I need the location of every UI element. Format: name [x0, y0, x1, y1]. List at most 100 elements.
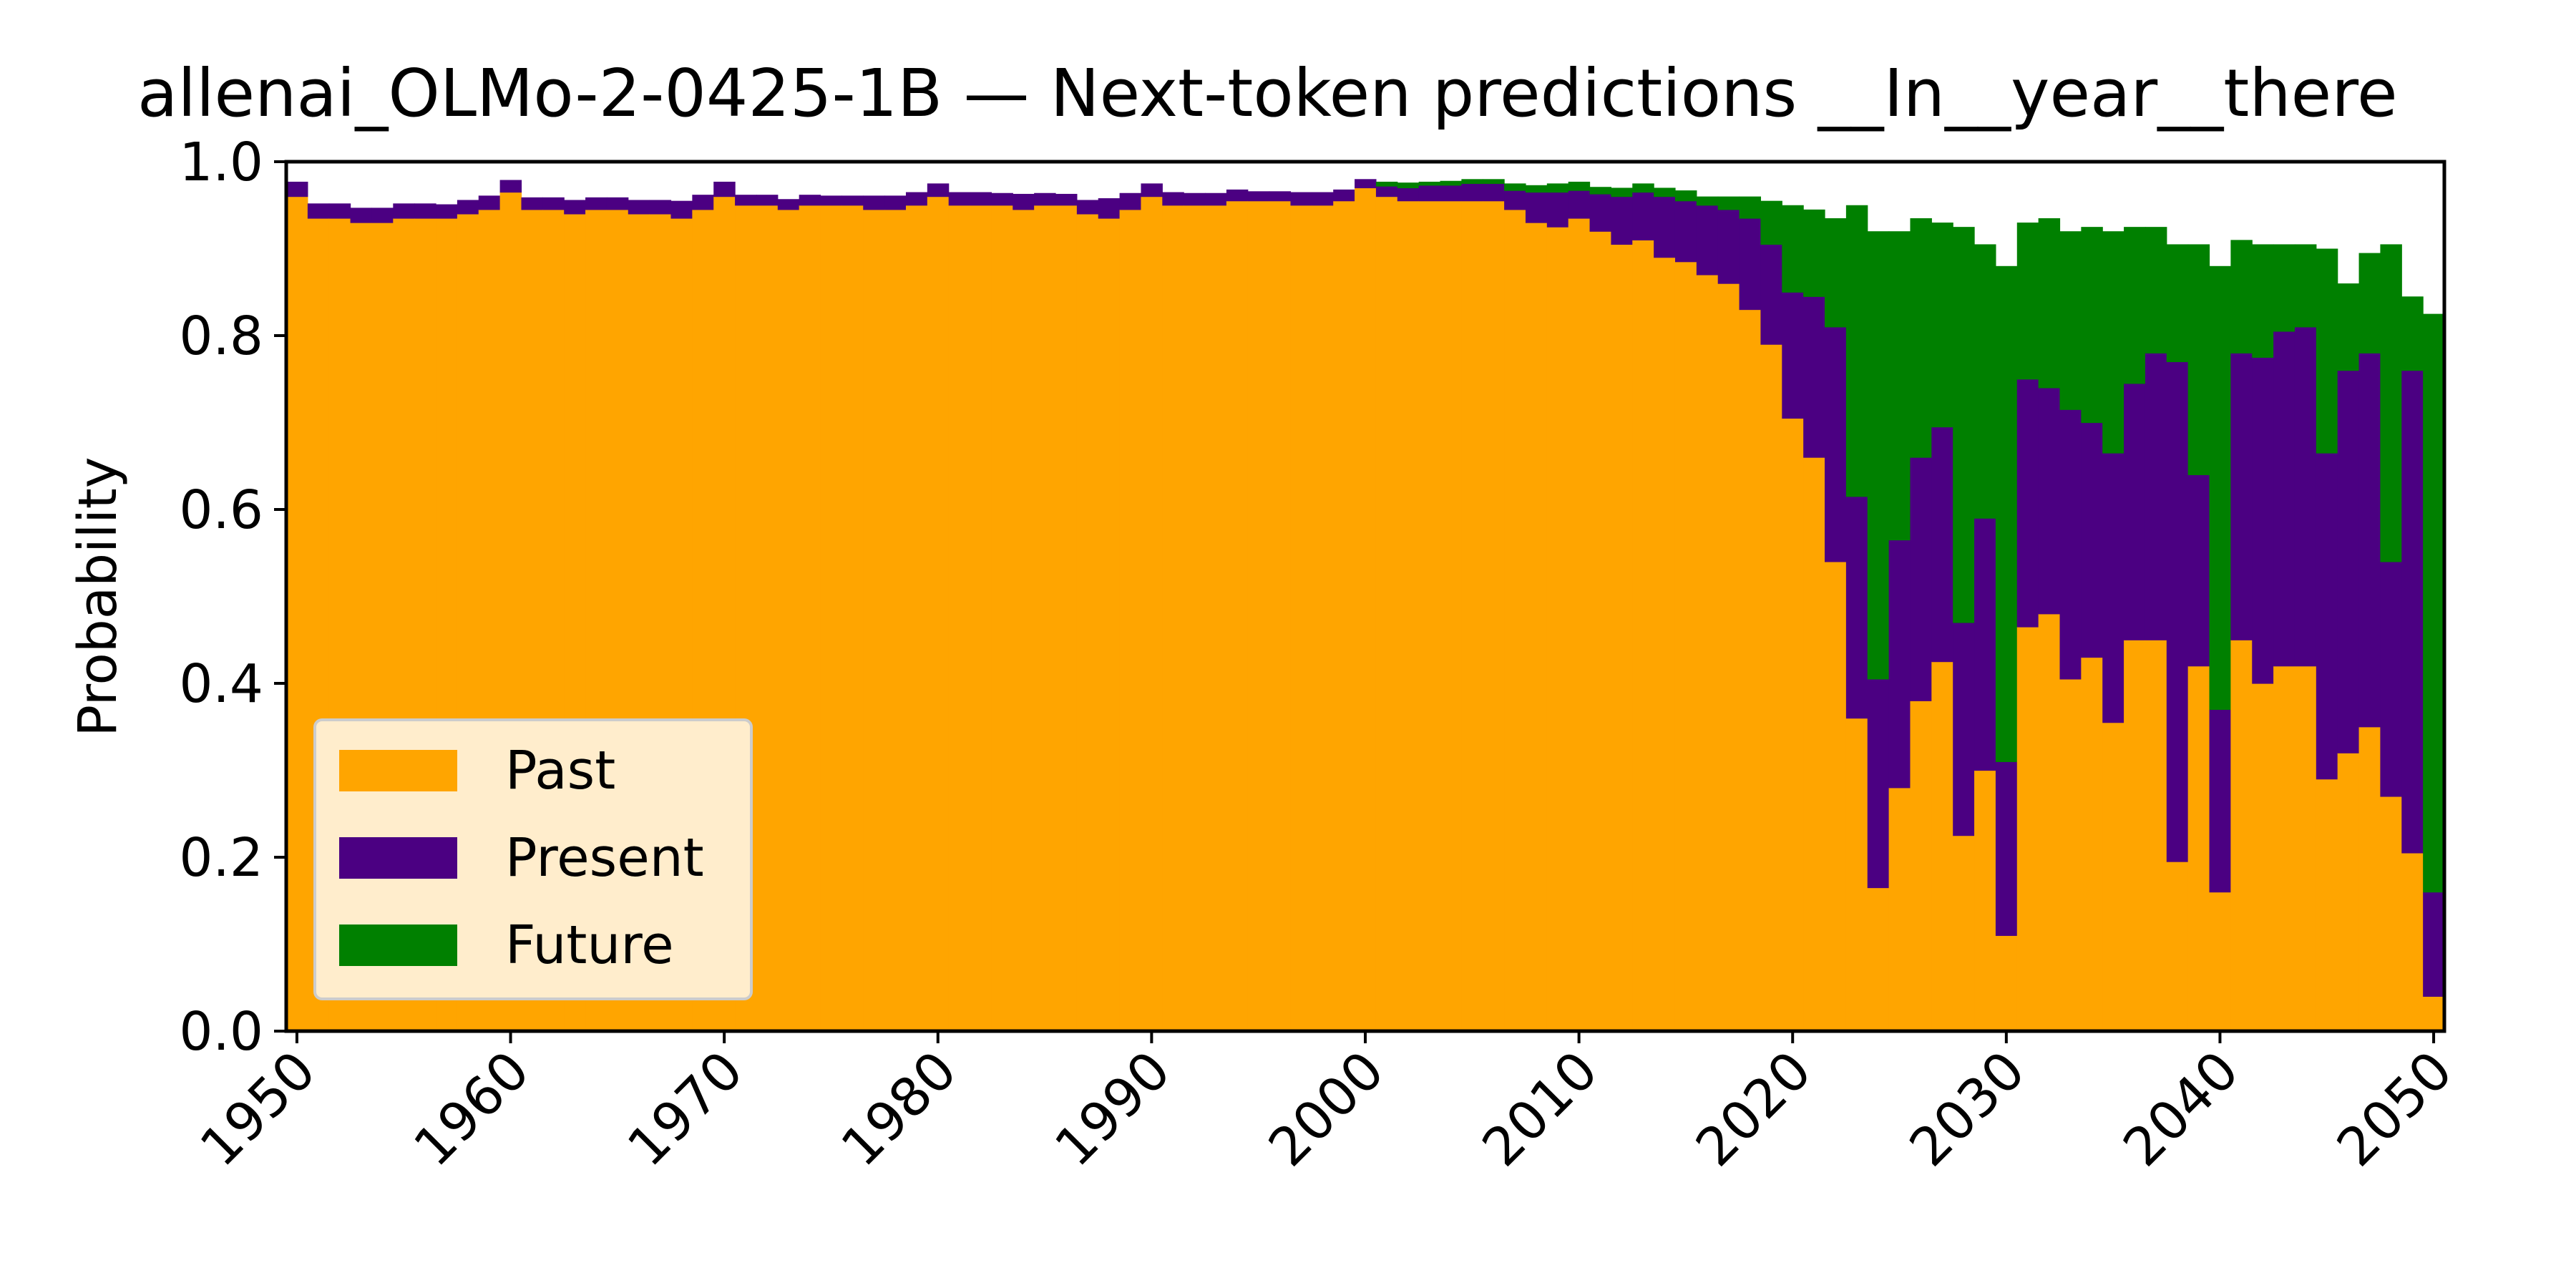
bar-future-2027: [1931, 223, 1953, 428]
bar-past-1973: [777, 209, 800, 1032]
bar-present-1973: [777, 199, 800, 210]
bar-layer: [286, 179, 2445, 1032]
legend-swatch-future: [339, 924, 457, 966]
bar-past-2028: [1953, 835, 1975, 1032]
bar-present-2046: [2337, 370, 2360, 753]
bar-past-1980: [927, 196, 950, 1032]
bar-present-1950: [286, 181, 308, 197]
bar-past-2050: [2423, 996, 2445, 1032]
bar-present-2011: [1589, 193, 1611, 232]
bar-present-2050: [2423, 892, 2445, 997]
y-tick-label: 0.4: [179, 653, 263, 715]
bar-past-2013: [1632, 240, 1654, 1032]
bar-present-1987: [1076, 200, 1099, 215]
bar-future-2019: [1760, 200, 1782, 245]
bar-past-1986: [1055, 205, 1078, 1032]
bar-past-1974: [799, 205, 821, 1032]
bar-present-2004: [1440, 185, 1462, 202]
bar-present-1965: [606, 197, 629, 210]
x-tick-label: 2000: [1257, 1040, 1396, 1179]
bar-past-1994: [1226, 200, 1249, 1032]
bar-past-2008: [1525, 223, 1548, 1032]
bar-present-2022: [1825, 326, 1847, 562]
bar-future-2021: [1803, 209, 1825, 297]
bar-past-2006: [1483, 200, 1505, 1032]
bar-past-1972: [756, 205, 779, 1032]
bar-past-1950: [286, 196, 308, 1032]
bar-future-2037: [2145, 227, 2167, 353]
bar-present-1975: [820, 195, 842, 206]
bar-future-2025: [1888, 231, 1911, 541]
bar-future-2030: [1995, 265, 2018, 762]
bar-past-2030: [1995, 935, 2018, 1032]
bar-future-2029: [1974, 244, 1996, 519]
bar-future-2041: [2230, 240, 2253, 353]
x-tick-label: 1980: [830, 1040, 969, 1179]
x-tick-label: 2020: [1684, 1040, 1823, 1179]
bar-future-2012: [1611, 187, 1633, 197]
bar-present-1988: [1098, 198, 1121, 219]
bar-future-2010: [1568, 181, 1591, 191]
bar-future-2009: [1546, 183, 1569, 193]
bar-future-2002: [1397, 182, 1420, 189]
bar-past-1991: [1162, 205, 1184, 1032]
y-tick-label: 0.2: [179, 827, 263, 889]
bar-present-1981: [948, 192, 971, 206]
bar-past-1975: [820, 205, 842, 1032]
bar-present-1970: [713, 181, 736, 197]
bar-present-1974: [799, 195, 821, 206]
bar-present-2030: [1995, 761, 2018, 936]
bar-present-2015: [1674, 200, 1697, 263]
x-axis: 1950 1960 1970 1980 1990 2000 2010 2020 2030 2040…: [189, 1031, 2464, 1179]
bar-present-1996: [1269, 191, 1292, 202]
legend-swatch-present: [339, 837, 457, 879]
bar-present-2048: [2380, 561, 2402, 797]
x-tick-label: 2010: [1470, 1040, 1609, 1179]
bar-past-2014: [1654, 257, 1676, 1032]
bar-future-2007: [1504, 183, 1526, 191]
y-axis: 0.0 0.2 0.4 0.6 0.8 1.0: [179, 132, 286, 1063]
bar-present-1958: [457, 200, 479, 215]
bar-past-2024: [1867, 887, 1890, 1032]
bar-present-2043: [2273, 331, 2296, 667]
bar-present-2009: [1546, 192, 1569, 228]
bar-present-1991: [1162, 192, 1184, 206]
bar-past-2011: [1589, 231, 1611, 1032]
bar-future-2033: [2059, 231, 2082, 410]
bar-past-2007: [1504, 209, 1526, 1032]
x-tick-label: 1960: [402, 1040, 541, 1179]
bar-present-1971: [735, 195, 757, 206]
bar-past-2040: [2209, 892, 2231, 1032]
bar-past-1977: [863, 209, 885, 1032]
x-tick-label: 1990: [1043, 1040, 1182, 1179]
bar-present-2003: [1418, 185, 1441, 202]
bar-present-2006: [1483, 183, 1505, 202]
bar-past-2035: [2102, 722, 2124, 1032]
bar-past-1983: [991, 205, 1013, 1032]
y-tick-label: 0.8: [179, 306, 263, 367]
bar-present-2036: [2124, 383, 2146, 640]
bar-future-2004: [1440, 180, 1462, 186]
bar-present-2049: [2401, 370, 2424, 854]
bar-future-2045: [2316, 248, 2338, 454]
bar-past-2027: [1931, 661, 1953, 1032]
bar-present-2047: [2358, 353, 2381, 728]
bar-past-1996: [1269, 200, 1292, 1032]
bar-future-2038: [2166, 244, 2189, 363]
bar-present-1995: [1247, 191, 1270, 202]
bar-present-1962: [542, 197, 565, 210]
bar-present-1979: [905, 192, 928, 206]
x-tick-label: 2030: [1898, 1040, 2037, 1179]
bar-present-2021: [1803, 296, 1825, 458]
bar-present-2040: [2209, 709, 2231, 893]
bar-past-2044: [2294, 665, 2317, 1032]
bar-future-2044: [2294, 244, 2317, 328]
bar-past-2031: [2016, 627, 2039, 1032]
bar-future-2035: [2102, 231, 2124, 454]
bar-past-1976: [841, 205, 864, 1032]
x-tick-label: 2050: [2326, 1040, 2464, 1179]
bar-past-2046: [2337, 753, 2360, 1032]
bar-present-1985: [1034, 192, 1056, 206]
bar-present-2041: [2230, 353, 2253, 640]
bar-past-1999: [1333, 200, 1355, 1032]
